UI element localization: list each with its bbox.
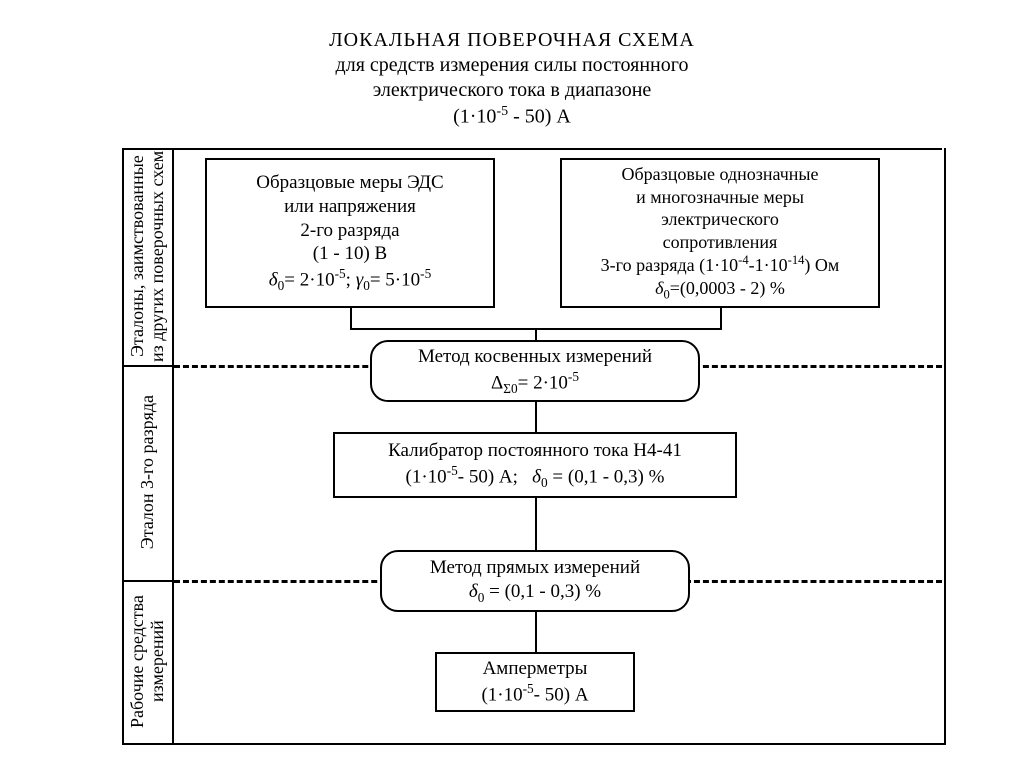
- page: ЛОКАЛЬНАЯ ПОВЕРОЧНАЯ СХЕМА для средств и…: [0, 0, 1024, 767]
- title-sub-2: электрического тока в диапазоне: [0, 78, 1024, 103]
- frame-top-line: [122, 148, 942, 150]
- box-ammeter: Амперметры (1·10-5- 50) А: [435, 652, 635, 712]
- box-eds: Образцовые меры ЭДС или напряжения 2-го …: [205, 158, 495, 308]
- conn-cal-m2: [535, 498, 537, 550]
- box-res-l4: сопротивления: [663, 231, 778, 254]
- row-label-3-text: Рабочие средства измерений: [128, 582, 168, 741]
- title-sub-3: (1·10-5 - 50) А: [0, 103, 1024, 130]
- cal-l1: Калибратор постоянного тока Н4-41: [388, 439, 682, 463]
- box-res-l3: электрического: [661, 208, 779, 231]
- box-res-l1: Образцовые однозначные: [621, 163, 818, 186]
- label-col-divider: [172, 148, 174, 743]
- row-label-1-text: Эталоны, заимствованные из других поверо…: [128, 150, 168, 363]
- method2-l1: Метод прямых измерений: [430, 556, 640, 580]
- method1-l1: Метод косвенных измерений: [418, 345, 652, 369]
- method2-l2: δ0 = (0,1 - 0,3) %: [469, 580, 601, 606]
- box-eds-l1: Образцовые меры ЭДС: [256, 171, 443, 195]
- conn-b2-down: [720, 308, 722, 328]
- conn-m2-amp: [535, 612, 537, 652]
- conn-b1-down: [350, 308, 352, 328]
- cal-l2: (1·10-5- 50) А; δ0 = (0,1 - 0,3) %: [406, 463, 665, 492]
- box-method-indirect: Метод косвенных измерений ΔΣ0= 2·10-5: [370, 340, 700, 402]
- box-res-l6: δ0=(0,0003 - 2) %: [655, 277, 785, 303]
- box-eds-l5: δ0= 2·10-5; γ0= 5·10-5: [269, 266, 431, 295]
- conn-top-merge-v: [535, 328, 537, 340]
- box-method-direct: Метод прямых измерений δ0 = (0,1 - 0,3) …: [380, 550, 690, 612]
- box-calibrator: Калибратор постоянного тока Н4-41 (1·10-…: [333, 432, 737, 498]
- title-main: ЛОКАЛЬНАЯ ПОВЕРОЧНАЯ СХЕМА: [0, 28, 1024, 53]
- box-resistance: Образцовые однозначные и многозначные ме…: [560, 158, 880, 308]
- conn-m1-cal: [535, 402, 537, 432]
- amp-l2: (1·10-5- 50) А: [481, 681, 588, 707]
- title-sub-1: для средств измерения силы постоянного: [0, 53, 1024, 78]
- box-eds-l3: 2-го разряда: [300, 219, 399, 243]
- box-eds-l4: (1 - 10) В: [313, 242, 387, 266]
- row-label-2: Эталон 3-го разряда: [124, 367, 172, 578]
- amp-l1: Амперметры: [483, 657, 588, 681]
- title-block: ЛОКАЛЬНАЯ ПОВЕРОЧНАЯ СХЕМА для средств и…: [0, 28, 1024, 130]
- box-eds-l2: или напряжения: [284, 195, 416, 219]
- row-label-3: Рабочие средства измерений: [124, 582, 172, 741]
- box-res-l5: 3-го разряда (1·10-4-1·10-14) Ом: [601, 253, 840, 277]
- box-res-l2: и многозначные меры: [636, 186, 804, 209]
- row-label-2-text: Эталон 3-го разряда: [138, 395, 158, 549]
- method1-l2: ΔΣ0= 2·10-5: [491, 369, 579, 398]
- row-label-1: Эталоны, заимствованные из других поверо…: [124, 150, 172, 363]
